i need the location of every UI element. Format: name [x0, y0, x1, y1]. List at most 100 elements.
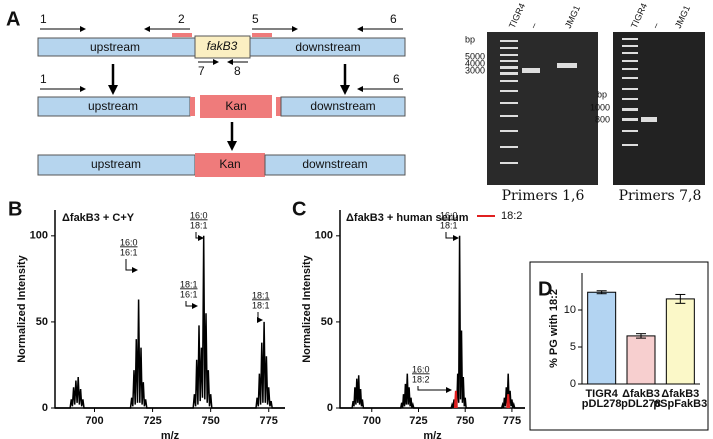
box-label: Kan — [225, 99, 246, 113]
y-tick-label: 50 — [36, 316, 48, 328]
lane-label: – — [528, 21, 539, 30]
x-tick-label: TIGR4 — [585, 388, 618, 400]
y-tick-label: 0 — [570, 378, 576, 390]
y-axis-label: Normalized Intensity — [301, 254, 313, 362]
box-label: downstream — [310, 99, 375, 113]
x-tick-label: ΔfakB3 — [661, 388, 699, 400]
box — [276, 97, 281, 116]
y-axis-label: Normalized Intensity — [16, 254, 28, 362]
annotation: 16:1 — [120, 247, 138, 257]
x-tick-label: pDL278 — [621, 398, 661, 410]
row-2: 1 6 upstream Kan downstream — [37, 72, 406, 118]
panel-label: D — [538, 278, 552, 300]
box — [280, 96, 406, 117]
box-label: upstream — [91, 157, 141, 171]
bar — [587, 291, 617, 385]
primer: 7 — [198, 64, 205, 78]
primer: 6 — [390, 12, 397, 26]
unit: bp — [465, 34, 475, 44]
y-tick-label: 50 — [321, 316, 333, 328]
row-1: upstream fakB3 downstream 1 2 5 6 7 8 — [37, 12, 406, 78]
y-tick-label: 0 — [42, 402, 48, 414]
legend-label: 18:2 — [501, 210, 522, 222]
annotation: 16:0 — [440, 210, 458, 220]
primer: 1 — [40, 72, 47, 86]
annotation-arrow — [417, 386, 452, 393]
box — [195, 153, 265, 177]
y-tick-label: 100 — [315, 230, 333, 242]
chart-title: ΔfakB3 + human serum — [346, 212, 469, 224]
lane-label: – — [650, 21, 661, 30]
x-tick-label: pSpFakB3 — [653, 398, 707, 410]
y-tick-label: 5 — [570, 341, 576, 353]
marker: 3000 — [465, 65, 485, 75]
lane-label: TIGR4 — [507, 2, 527, 30]
x-tick-label: 750 — [456, 415, 474, 427]
spectrum — [55, 235, 285, 409]
annotation: 18:1 — [440, 220, 458, 230]
x-tick-label: 700 — [85, 415, 103, 427]
spectrum — [453, 390, 511, 409]
x-tick-label: 700 — [363, 415, 381, 427]
x-axis-label: m/z — [423, 430, 442, 439]
annotation-arrow — [185, 301, 198, 309]
caption: Primers 7,8 — [619, 188, 702, 204]
lane-label: TIGR4 — [629, 2, 649, 30]
frame — [529, 261, 709, 431]
marker: 5000 — [465, 51, 485, 61]
chart-title: ΔfakB3 + C+Y — [62, 212, 135, 224]
y-tick-label: 10 — [564, 304, 576, 316]
box-label: downstream — [295, 40, 360, 54]
x-tick-label: ΔfakB3 — [622, 388, 660, 400]
bar — [626, 335, 656, 385]
annotation: 18:1 — [252, 290, 270, 300]
box-label: fakB3 — [207, 39, 238, 53]
box-label: downstream — [302, 157, 367, 171]
box-label: upstream — [90, 40, 140, 54]
caption: Primers 1,6 — [502, 188, 585, 204]
axes — [339, 210, 525, 409]
spectrum — [340, 235, 525, 409]
primer: 1 — [40, 12, 47, 26]
x-axis-label: m/z — [161, 430, 180, 439]
lane-label: JMG1 — [563, 4, 582, 30]
panel-label: B — [8, 198, 22, 220]
y-axis-label: % PG with 18:2 — [548, 289, 560, 368]
annotation: 16:0 — [412, 364, 430, 374]
primer: 2 — [178, 12, 185, 26]
homology — [172, 33, 192, 37]
box — [264, 154, 406, 176]
annotation: 16:0 — [120, 237, 138, 247]
box — [249, 37, 406, 57]
annotation: 18:1 — [190, 220, 208, 230]
x-tick-label: 775 — [260, 415, 278, 427]
axes — [54, 210, 285, 409]
box — [190, 97, 195, 116]
annotation: 16:1 — [180, 289, 198, 299]
annotation-arrow — [195, 232, 204, 241]
annotation-arrow — [445, 232, 459, 241]
marker: 800 — [595, 114, 610, 124]
marker: 1000 — [590, 102, 610, 112]
panel-label: C — [292, 198, 306, 220]
x-tick-label: 750 — [201, 415, 219, 427]
y-tick-label: 0 — [327, 402, 333, 414]
annotation-arrow — [257, 312, 263, 323]
gel-2: bp 1000 800 TIGR4 – JMG1 Primers 7,8 — [590, 2, 705, 204]
panel-label: A — [6, 8, 20, 30]
primer: 6 — [393, 72, 400, 86]
annotation-arrow — [125, 259, 138, 273]
y-tick-label: 100 — [30, 230, 48, 242]
primer: 8 — [234, 64, 241, 78]
x-tick-label: 725 — [409, 415, 427, 427]
x-tick-label: pDL278 — [582, 398, 622, 410]
x-tick-label: 725 — [143, 415, 161, 427]
annotation: 18:1 — [180, 279, 198, 289]
box-label: upstream — [88, 99, 138, 113]
unit: bp — [597, 89, 607, 99]
annotation: 18:1 — [252, 300, 270, 310]
primer: 5 — [252, 12, 259, 26]
lane-label: JMG1 — [673, 4, 692, 30]
gel — [487, 32, 598, 185]
